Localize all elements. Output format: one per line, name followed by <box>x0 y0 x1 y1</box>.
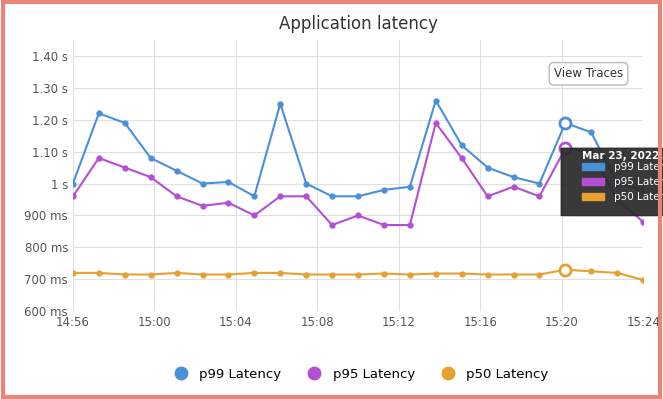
Text: View Traces: View Traces <box>554 67 623 80</box>
Text: Mar 23, 2022, 3:20:00 p.m.: Mar 23, 2022, 3:20:00 p.m. <box>581 151 663 161</box>
FancyBboxPatch shape <box>562 148 663 215</box>
Text: p99 Latency: 1,259.39: p99 Latency: 1,259.39 <box>614 162 663 172</box>
Title: Application latency: Application latency <box>278 15 438 33</box>
Text: p50 Latency: 723.51: p50 Latency: 723.51 <box>614 192 663 201</box>
Bar <box>581 178 604 185</box>
Legend: p99 Latency, p95 Latency, p50 Latency: p99 Latency, p95 Latency, p50 Latency <box>162 362 554 386</box>
Bar <box>581 163 604 170</box>
Text: p95 Latency: 1,112.45: p95 Latency: 1,112.45 <box>614 177 663 187</box>
Bar <box>581 193 604 200</box>
